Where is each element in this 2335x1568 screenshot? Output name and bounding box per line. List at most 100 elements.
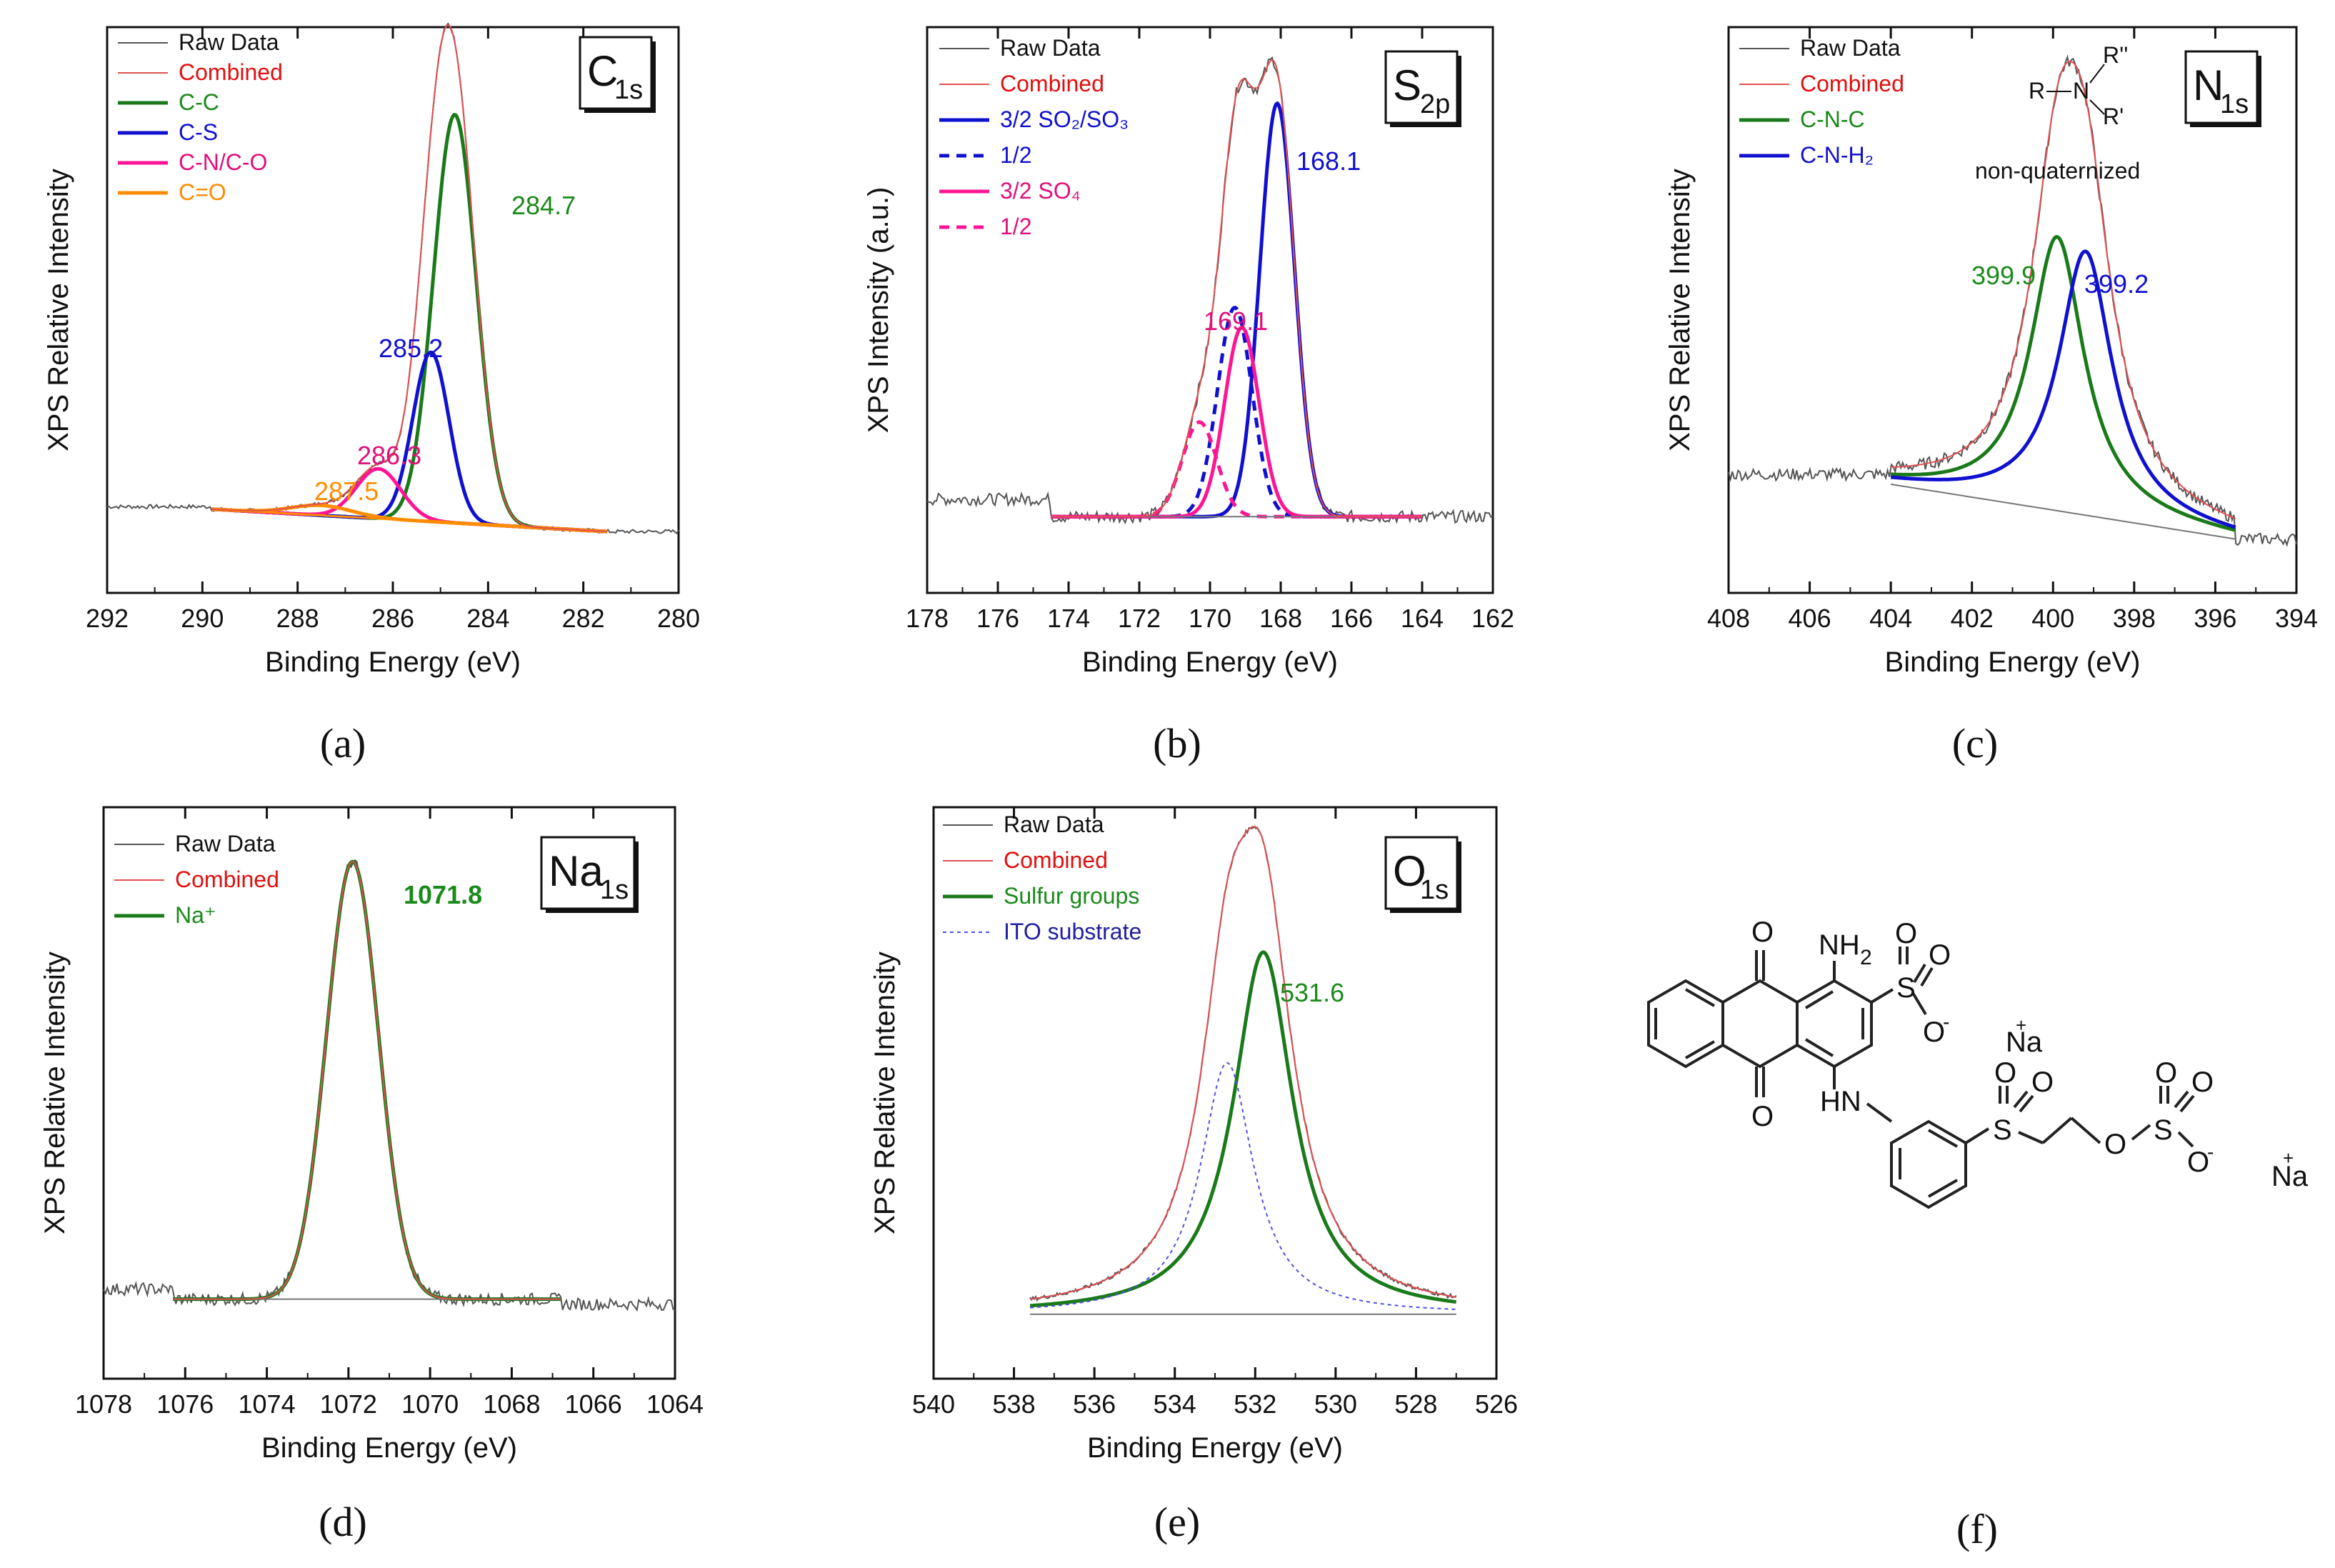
x-tick-label: 1072: [320, 1389, 377, 1419]
legend-entry: Combined: [1800, 71, 1904, 96]
component-line-c-n-h2: [1890, 249, 2236, 529]
legend-entry: ITO substrate: [1004, 919, 1141, 944]
legend-entry: 1/2: [1000, 142, 1031, 168]
x-tick-label: 280: [657, 604, 700, 633]
x-tick-label: 1076: [156, 1389, 214, 1419]
inset-r1: R': [2103, 104, 2124, 129]
amino-ring: [1796, 979, 1873, 1069]
x-tick-label: 406: [1789, 604, 1831, 633]
inset-r: R: [2029, 78, 2045, 104]
x-tick-label: 178: [906, 604, 949, 633]
quinone-ring: [1721, 979, 1799, 1069]
x-tick-label: 536: [1073, 1389, 1116, 1419]
peak-label: 286.3: [357, 441, 421, 470]
phenyl-ring: [1890, 1119, 1967, 1209]
atom-o-ether: O: [2104, 1129, 2126, 1160]
combined-fit-line: [1029, 826, 1456, 1300]
x-tick-label: 1070: [401, 1389, 459, 1419]
atom-o-minus-1: O: [1923, 1017, 1945, 1048]
y-axis-label: XPS Relative Intensity: [43, 169, 74, 451]
core-level-subscript: 1s: [2220, 89, 2249, 119]
x-tick-label: 166: [1330, 604, 1373, 633]
atom-o-sulfate-1: O: [2155, 1057, 2177, 1089]
minus-2: -: [2207, 1141, 2214, 1163]
atom-o-sulfonyl-1: O: [1994, 1057, 2016, 1089]
atom-nh2: NH: [1819, 929, 1860, 961]
legend-entry: Raw Data: [175, 831, 276, 857]
x-tick-label: 1066: [565, 1389, 622, 1419]
peak-label: 287.5: [314, 476, 379, 506]
x-tick-label: 162: [1471, 604, 1514, 633]
x-tick-label: 292: [86, 604, 129, 633]
peak-label: 399.2: [2084, 269, 2149, 299]
component-line-c-n-c: [1891, 235, 2236, 532]
core-level-subscript: 1s: [614, 75, 643, 105]
atom-o-minus-2: O: [2187, 1147, 2209, 1178]
peak-label: 169.1: [1204, 306, 1268, 336]
x-tick-label: 1068: [483, 1389, 540, 1419]
atom-s-sulfonyl: S: [1993, 1114, 2012, 1146]
panel-a: 292 290 288 286 284 282 280 Binding Energy (eV)…: [43, 22, 700, 766]
legend-entry: C-N/C-O: [179, 149, 267, 175]
x-tick-label: 402: [1951, 604, 1994, 633]
x-tick-label: 526: [1475, 1389, 1518, 1419]
legend-entry: C=O: [179, 179, 226, 205]
x-tick-label: 530: [1314, 1389, 1357, 1419]
legend-entry: 3/2 SO₂/SO₃: [1000, 106, 1129, 132]
component-line-ito-substrate: [1030, 1062, 1456, 1310]
atom-o-top: O: [1751, 917, 1774, 948]
x-tick-label: 172: [1118, 604, 1161, 633]
x-axis-label: Binding Energy (eV): [1082, 646, 1338, 678]
inset-n: N: [2073, 78, 2089, 104]
x-tick-label: 394: [2275, 604, 2318, 633]
core-box: [540, 836, 636, 910]
atom-hn: HN: [1820, 1086, 1861, 1117]
x-tick-label: 1078: [75, 1389, 132, 1419]
atom-s-sulfate: S: [2154, 1114, 2173, 1146]
panel-f-molecule: [1647, 947, 2195, 1209]
core-level-subscript: 1s: [600, 875, 629, 905]
legend-entry: C-S: [179, 119, 218, 145]
atom-o-sulfonate-1: O: [1895, 918, 1917, 949]
inset-bond: [2089, 64, 2105, 84]
panel-label-b: (b): [1153, 720, 1201, 766]
legend-entry: Na⁺: [175, 902, 216, 928]
core-level-label: C: [587, 47, 618, 95]
x-axis-label: Binding Energy (eV): [265, 646, 521, 678]
plus-1: +: [2016, 1014, 2026, 1036]
x-tick-label: 532: [1234, 1389, 1276, 1419]
atom-na-1: Na: [2006, 1027, 2043, 1058]
atom-na-2: Na: [2271, 1161, 2309, 1192]
x-tick-label: 288: [276, 604, 319, 633]
peak-label: 285.2: [379, 334, 443, 363]
core-box: [1384, 836, 1459, 910]
combined-fit-line: [1891, 60, 2236, 519]
x-tick-label: 168: [1259, 604, 1302, 633]
atom-o-sulfonate-2: O: [1929, 939, 1951, 971]
benzo-ring: [1647, 979, 1724, 1069]
atom-s-sulfonate: S: [1896, 972, 1916, 1004]
combined-fit-line: [211, 24, 608, 533]
x-tick-label: 404: [1869, 604, 1912, 633]
panel-c: 408 406 404 402 400 398 396 394 Binding Energy (…: [1664, 26, 2318, 766]
legend-entry: Raw Data: [1800, 35, 1901, 61]
panel-d: 1078 1076 1074 1072 1070 1068 1066 1064 Binding …: [39, 806, 704, 1545]
x-tick-label: 176: [976, 604, 1019, 633]
core-box: [1384, 50, 1459, 124]
x-tick-label: 1064: [646, 1389, 704, 1419]
atom-o-bottom: O: [1751, 1101, 1774, 1132]
y-axis-label: XPS Relative Intensity: [1664, 169, 1696, 451]
panel-b: 178 176 174 172 170 168 166 164 162 Binding Energ…: [863, 26, 1514, 766]
panel-label-e: (e): [1154, 1499, 1200, 1545]
legend-entry: Raw Data: [1004, 812, 1104, 837]
peak-label: 399.9: [1971, 261, 2036, 290]
x-tick-label: 164: [1401, 604, 1444, 633]
legend-entry: Sulfur groups: [1004, 883, 1139, 909]
legend-entry: Raw Data: [1000, 35, 1101, 61]
x-tick-label: 286: [371, 604, 414, 633]
peak-label: 284.7: [511, 191, 576, 220]
atom-o-sulfonyl-2: O: [2031, 1067, 2054, 1098]
peak-label: 531.6: [1280, 978, 1344, 1007]
component-line-sulfur-groups: [1029, 950, 1456, 1308]
combined-fit-line: [1051, 59, 1422, 518]
